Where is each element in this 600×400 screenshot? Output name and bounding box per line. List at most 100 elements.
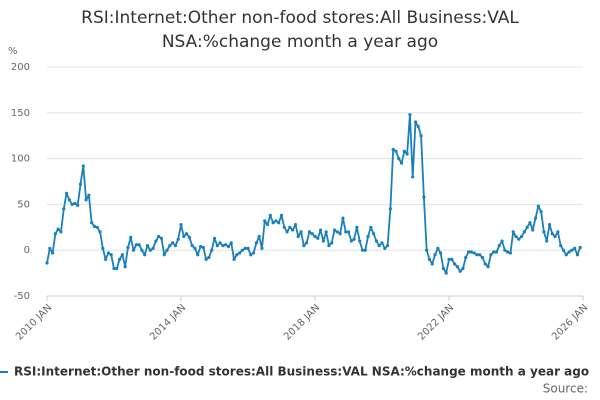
chart-title: RSI:Internet:Other non-food stores:All B… [81, 8, 519, 52]
point [288, 225, 292, 229]
point [469, 250, 473, 254]
point [246, 246, 250, 250]
point [575, 253, 580, 257]
point [547, 222, 552, 227]
point [480, 255, 485, 260]
point [251, 251, 256, 255]
point [377, 244, 381, 248]
point [210, 248, 214, 252]
point [78, 182, 83, 186]
point [226, 244, 231, 249]
point [411, 175, 415, 179]
point [143, 253, 147, 257]
point [190, 244, 194, 248]
point [229, 241, 233, 245]
point [84, 198, 88, 202]
point [50, 251, 55, 255]
point [556, 230, 560, 234]
point [344, 230, 348, 234]
point [263, 219, 267, 223]
point [399, 161, 404, 165]
point [394, 149, 398, 153]
point [257, 234, 261, 239]
point [570, 248, 574, 252]
point [90, 221, 94, 225]
point [302, 244, 306, 248]
point [137, 243, 141, 247]
point [224, 243, 228, 247]
point [48, 246, 52, 250]
point [475, 253, 479, 257]
point [159, 236, 164, 240]
point [525, 225, 529, 229]
point [466, 250, 471, 254]
point [405, 152, 409, 156]
point [391, 147, 395, 152]
point [489, 253, 493, 257]
point [165, 248, 169, 252]
point [187, 235, 191, 239]
point [95, 225, 99, 229]
point [235, 253, 239, 257]
y-tick-label: 50 [17, 199, 30, 210]
point [413, 120, 418, 124]
point [397, 157, 401, 161]
point [117, 257, 122, 261]
point [282, 225, 286, 229]
point [383, 246, 387, 250]
point [374, 239, 379, 243]
point [439, 251, 443, 255]
point [372, 232, 376, 236]
point [285, 230, 289, 234]
point [87, 193, 91, 197]
point [553, 234, 557, 239]
point [366, 234, 370, 239]
point [98, 230, 102, 234]
point [444, 271, 448, 275]
point [539, 210, 543, 214]
point [533, 216, 538, 220]
point [274, 219, 278, 223]
point [254, 241, 258, 245]
point [321, 239, 325, 243]
point [416, 124, 420, 129]
point [277, 221, 281, 225]
point [196, 253, 200, 257]
point [129, 235, 133, 239]
point [157, 234, 161, 239]
point [265, 222, 270, 227]
point [198, 244, 203, 249]
point [545, 239, 549, 243]
point [492, 250, 496, 254]
y-tick-label: 0 [24, 245, 30, 256]
point [45, 261, 49, 265]
point [363, 248, 367, 252]
point [232, 257, 236, 261]
point [305, 241, 309, 245]
point [447, 257, 451, 261]
point [176, 237, 180, 241]
point [207, 255, 211, 260]
point [112, 266, 116, 271]
point [104, 257, 108, 261]
point [346, 230, 351, 234]
point [461, 266, 465, 271]
point [517, 237, 521, 241]
point [293, 222, 298, 227]
point [402, 149, 406, 153]
point [184, 232, 189, 236]
point [67, 198, 71, 202]
point [201, 245, 205, 250]
y-tick-label: 150 [11, 108, 30, 119]
point [64, 191, 69, 196]
point [145, 244, 150, 248]
point [458, 269, 462, 273]
point [106, 251, 111, 255]
point [126, 245, 130, 250]
point [120, 253, 124, 257]
point [271, 221, 275, 225]
y-tick-label: 200 [11, 62, 30, 73]
point [500, 239, 504, 243]
point [243, 246, 247, 250]
point [92, 224, 97, 228]
